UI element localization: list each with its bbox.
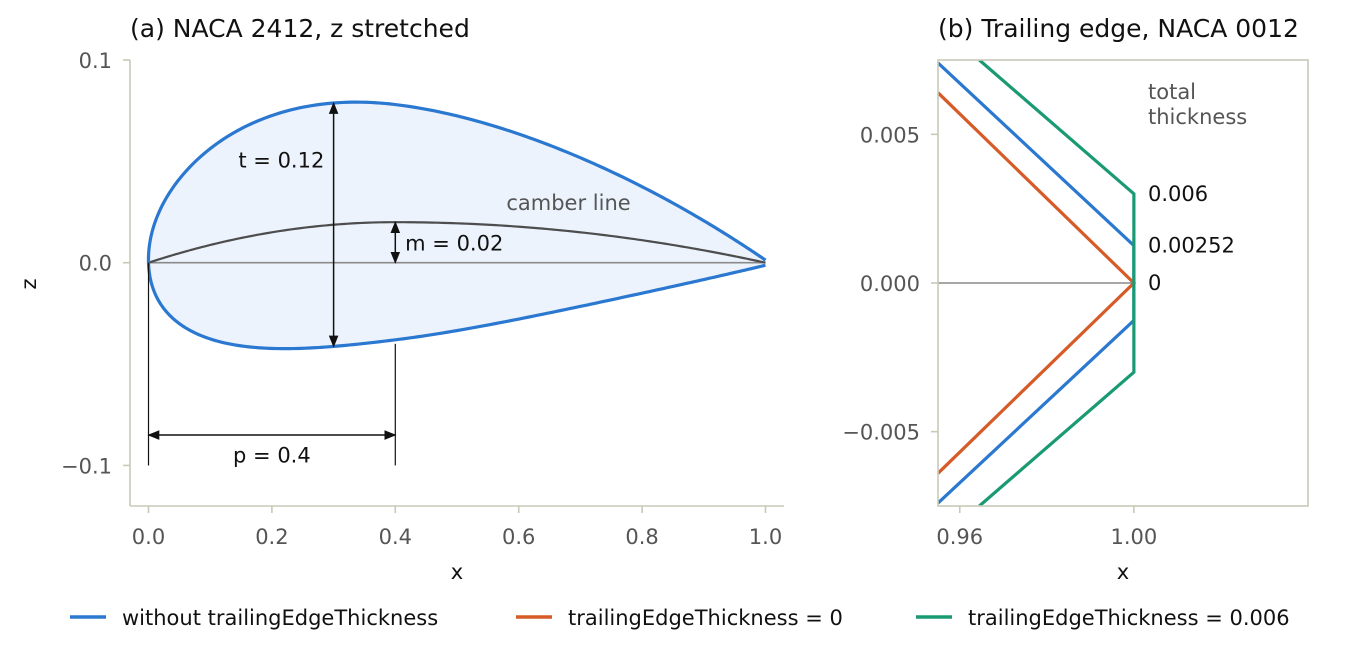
panel-a: (a) NACA 2412, z stretched t = 0.12 m = …	[17, 14, 784, 584]
end-label-0006: 0.006	[1148, 182, 1208, 206]
panel-a-xtick-label: 0.4	[379, 525, 412, 549]
panel-a-ytick-label: −0.1	[61, 454, 112, 478]
panel-b-ytick-label: 0.005	[860, 123, 920, 147]
panel-a-xtick-label: 0.0	[132, 525, 165, 549]
legend: without trailingEdgeThickness trailingEd…	[70, 606, 1290, 630]
panel-a-xtick-label: 0.8	[625, 525, 658, 549]
airfoil-fill	[148, 102, 766, 349]
end-label-000252: 0.00252	[1148, 234, 1235, 258]
panel-a-ylabel: z	[17, 278, 41, 289]
panel-b-ytick-label: 0.000	[860, 272, 920, 296]
panel-a-xtick-label: 0.2	[255, 525, 288, 549]
camber-line-label: camber line	[506, 191, 630, 215]
camber-line	[148, 221, 766, 264]
panel-b-xtick-label: 0.96	[936, 525, 983, 549]
panel-b-xlabel: x	[1117, 560, 1129, 584]
end-label-header-1: total	[1148, 80, 1196, 104]
panel-b-ytick-label: −0.005	[842, 421, 920, 445]
panel-b-plot	[938, 60, 1137, 506]
panel-a-xtick-label: 1.0	[749, 525, 782, 549]
panel-b-xtick-label: 1.00	[1110, 525, 1157, 549]
thickness-label: t = 0.12	[238, 148, 324, 172]
panel-a-axes: 0.0 0.2 0.4 0.6 0.8 1.0 0.1 0.0 −0.1	[61, 49, 784, 549]
camber-label: m = 0.02	[405, 232, 503, 256]
legend-label-2: trailingEdgeThickness = 0.006	[968, 606, 1290, 630]
panel-a-ytick-label: 0.1	[79, 49, 112, 73]
legend-label-0: without trailingEdgeThickness	[122, 606, 438, 630]
panel-a-xlabel: x	[451, 560, 463, 584]
end-label-0: 0	[1148, 271, 1161, 295]
panel-a-xtick-label: 0.6	[502, 525, 535, 549]
panel-b: (b) Trailing edge, NACA 0012 0.96 1.00 0.0…	[842, 14, 1309, 584]
panel-b-title: (b) Trailing edge, NACA 0012	[938, 14, 1299, 43]
panel-a-title: (a) NACA 2412, z stretched	[130, 14, 470, 43]
series-line-green	[978, 60, 1136, 506]
dimension-annotations	[147, 101, 401, 466]
panel-a-ytick-label: 0.0	[79, 252, 112, 276]
panel-b-axes: 0.96 1.00 0.005 0.000 −0.005	[842, 59, 1309, 549]
end-label-header-2: thickness	[1148, 105, 1247, 129]
camber-position-label: p = 0.4	[233, 443, 311, 467]
legend-label-1: trailingEdgeThickness = 0	[568, 606, 843, 630]
